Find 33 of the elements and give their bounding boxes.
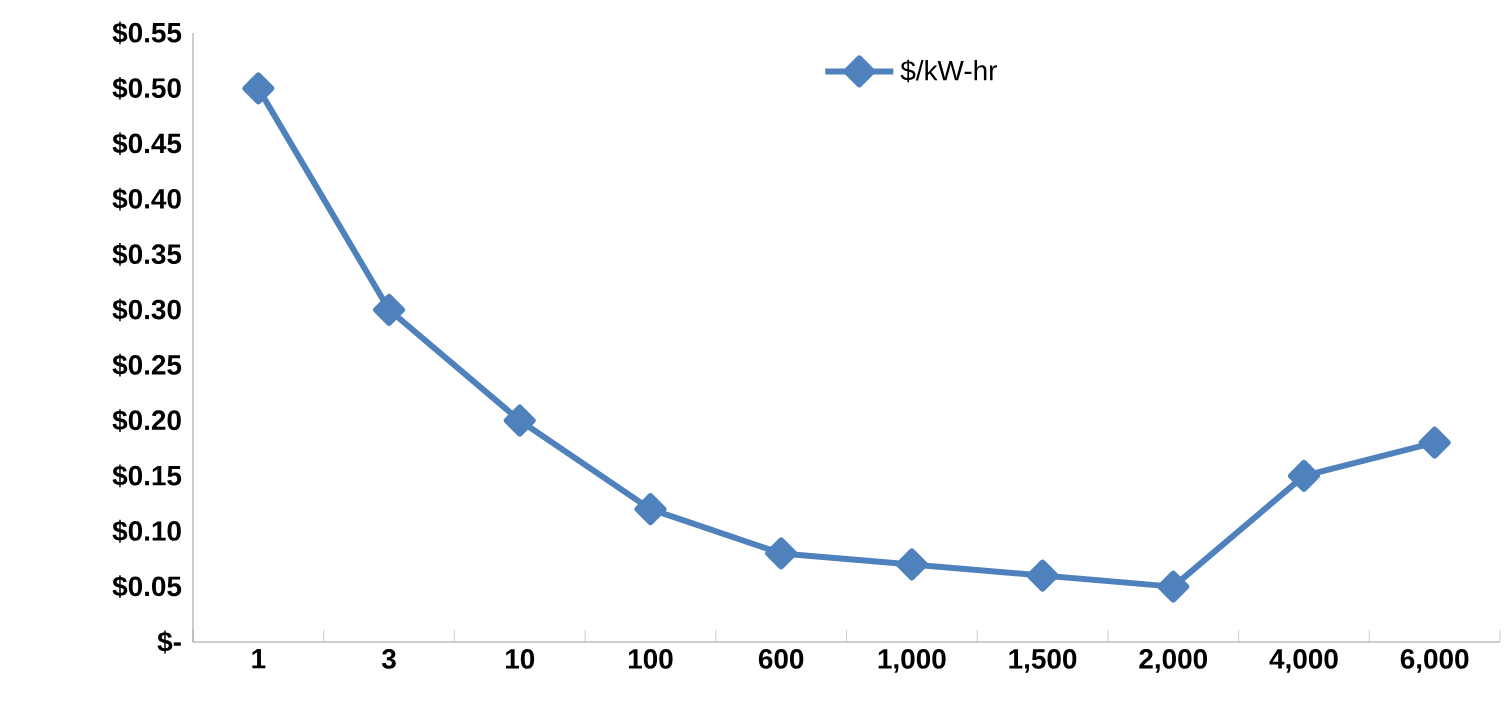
- point: [1418, 426, 1451, 459]
- point: [895, 548, 928, 581]
- y-tick-label: $0.15: [112, 464, 182, 488]
- point: [242, 72, 275, 105]
- y-tick-label: $0.05: [112, 575, 182, 599]
- y-tick-label: $0.50: [112, 76, 181, 100]
- y-tick-label: $0.35: [112, 243, 182, 266]
- point: [634, 493, 667, 526]
- y-tick-label: $0.45: [112, 132, 182, 156]
- point: [1287, 459, 1320, 492]
- point: [1026, 559, 1059, 592]
- x-tick-label: 100: [628, 649, 673, 669]
- legend-label: $/kW-hr: [900, 59, 997, 83]
- point: [503, 404, 536, 437]
- y-tick-label: $0.25: [112, 353, 182, 377]
- point: [1157, 570, 1190, 603]
- x-tick-label: 1,000: [878, 649, 946, 673]
- y-tick-label: $-: [157, 630, 181, 654]
- point: [373, 293, 406, 326]
- x-tick-label: 1: [252, 649, 266, 669]
- y-tick-label: $0.20: [112, 409, 181, 432]
- x-tick-label: 2,000: [1139, 649, 1208, 673]
- y-tick-label: $0.30: [112, 298, 181, 322]
- x-tick-label: 600: [758, 649, 804, 669]
- x-tick-label: 6,000: [1400, 649, 1469, 673]
- x-tick-label: 3: [381, 649, 396, 669]
- x-tick-label: 4,000: [1269, 649, 1338, 673]
- x-tick-label: 10: [505, 649, 535, 669]
- y-tick-label: $0.55: [112, 21, 182, 45]
- y-tick-label: $0.10: [112, 519, 181, 543]
- y-tick-label: $0.40: [112, 187, 181, 211]
- x-tick-label: 1,500: [1009, 649, 1077, 673]
- point: [765, 537, 798, 570]
